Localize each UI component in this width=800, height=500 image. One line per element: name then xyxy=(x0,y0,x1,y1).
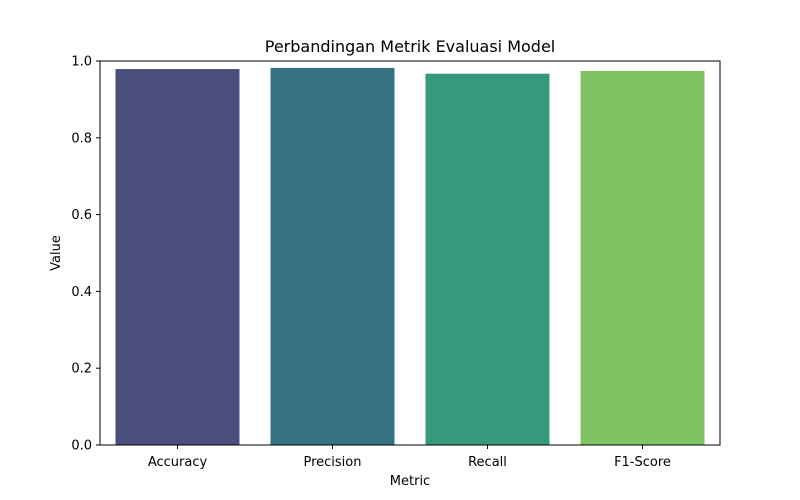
x-axis-label: Metric xyxy=(390,474,430,489)
y-tick-label: 1.0 xyxy=(71,55,92,70)
chart-title: Perbandingan Metrik Evaluasi Model xyxy=(265,37,556,56)
bar-recall xyxy=(425,73,550,445)
x-tick-label: Recall xyxy=(468,455,507,470)
x-tick-label: F1-Score xyxy=(614,455,671,470)
y-ticks-group: 0.0 0.2 0.4 0.6 0.8 1.0 xyxy=(71,55,100,454)
y-tick-label: 0.0 xyxy=(71,439,92,454)
bar-accuracy xyxy=(115,69,240,446)
bar-f1-score xyxy=(580,70,705,445)
plot-frame xyxy=(99,60,721,446)
x-tick-label: Accuracy xyxy=(148,455,208,470)
y-tick-label: 0.8 xyxy=(71,131,92,146)
y-tick-label: 0.6 xyxy=(71,208,92,223)
y-tick-label: 0.2 xyxy=(71,362,92,377)
y-tick-label: 0.4 xyxy=(71,285,92,300)
x-ticks-group: Accuracy Precision Recall F1-Score xyxy=(148,445,671,470)
y-axis-label: Value xyxy=(49,235,64,271)
x-tick-label: Precision xyxy=(303,455,361,470)
bar-precision xyxy=(270,67,395,446)
bars-group xyxy=(115,67,705,446)
